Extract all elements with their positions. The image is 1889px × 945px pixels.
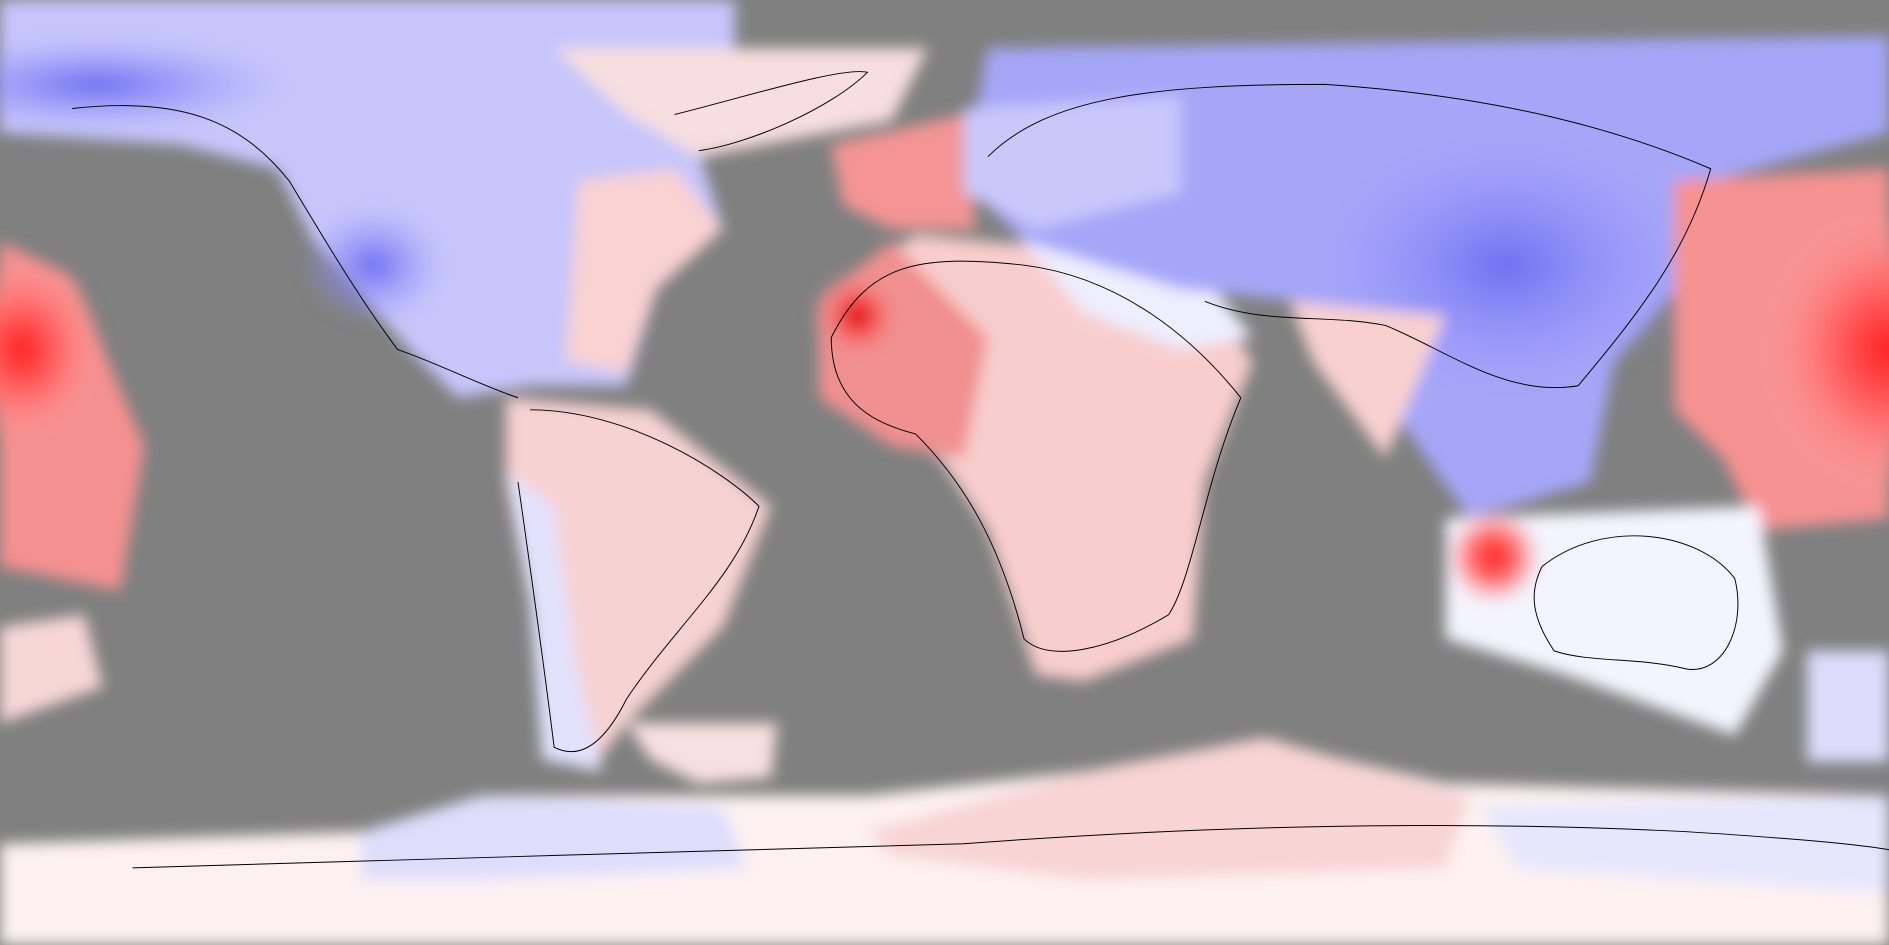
scandinavia-field <box>963 96 1181 230</box>
atlantic-europe-field <box>831 114 976 230</box>
coastline <box>830 260 1242 652</box>
middle-east-field <box>1011 229 1253 350</box>
hot-core <box>809 267 906 365</box>
coastline <box>72 105 519 399</box>
south-pacific-field <box>0 614 103 724</box>
greenland-field <box>554 48 928 157</box>
coastline <box>674 71 869 152</box>
east-us-field <box>566 168 723 374</box>
antarctic-pink-field <box>867 737 1470 880</box>
coastline <box>132 824 1889 869</box>
hot-core <box>1445 508 1543 606</box>
coastline <box>517 409 760 753</box>
coastline <box>1533 535 1739 670</box>
andes-field <box>505 470 603 772</box>
hot-core <box>1756 204 1889 495</box>
antarctic-blue-field <box>361 795 747 880</box>
india-field <box>1289 301 1446 459</box>
coastlines <box>72 71 1889 869</box>
cold-core <box>301 204 446 326</box>
hot-core <box>0 253 106 446</box>
new-zealand-field <box>1807 650 1889 762</box>
antarctic-blue-field <box>1481 795 1889 892</box>
cold-core <box>0 36 290 133</box>
coastline <box>987 83 1712 389</box>
southern-tip-field <box>626 723 778 784</box>
